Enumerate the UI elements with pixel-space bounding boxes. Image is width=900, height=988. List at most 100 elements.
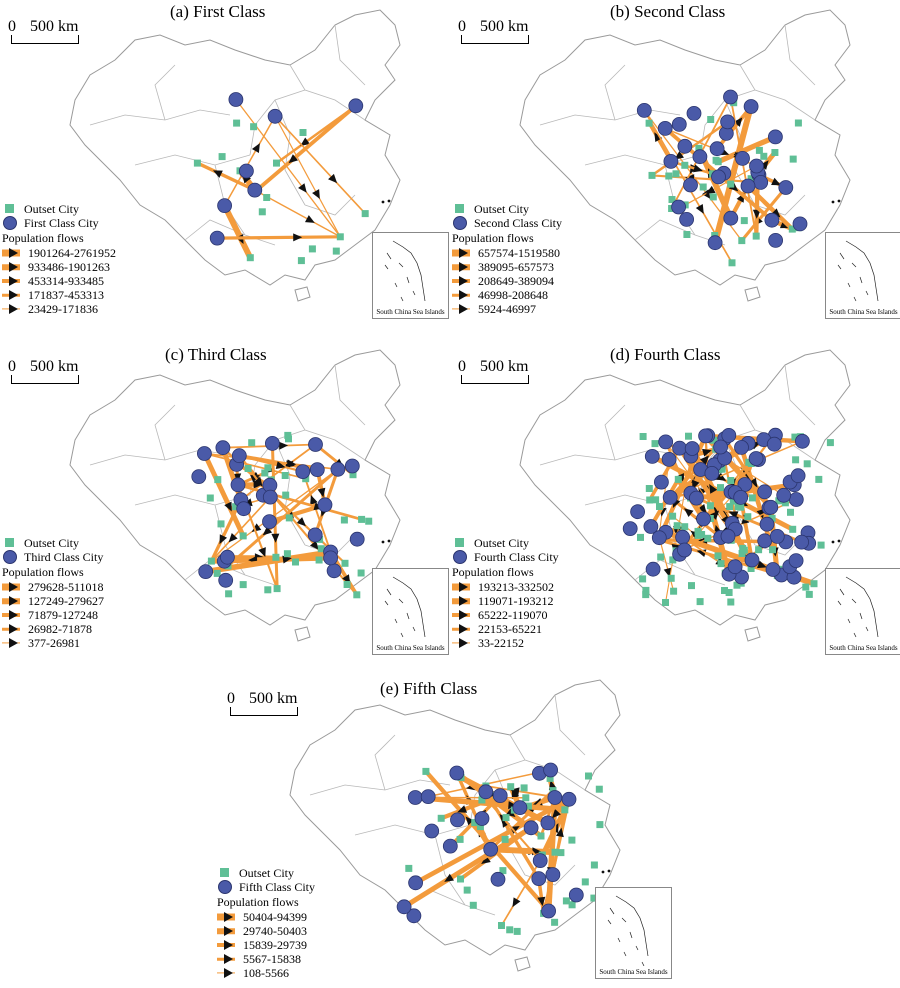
outset-city-marker (343, 581, 351, 588)
south-china-sea-inset: South China Sea Islands (595, 887, 672, 979)
outset-city-marker (755, 546, 763, 554)
flow-arrow (749, 477, 758, 488)
inset-caption: South China Sea Islands (376, 308, 445, 316)
class-city-marker (671, 117, 687, 132)
class-city-marker (540, 815, 556, 831)
outset-city-marker (513, 927, 521, 935)
outset-city-marker (264, 464, 272, 472)
legend-flow-range: 279628-511018 (2, 580, 104, 594)
class-city-marker (323, 550, 339, 566)
outset-city-marker (789, 155, 797, 163)
outset-city-marker (651, 440, 659, 448)
class-city-marker (740, 178, 756, 194)
population-flow-line (402, 825, 533, 909)
outset-city-marker (718, 465, 726, 473)
population-flow-line (717, 134, 777, 165)
outset-city-marker (469, 901, 477, 909)
outset-city-marker (802, 583, 810, 591)
south-china-sea-inset: South China Sea Islands (825, 568, 900, 655)
outset-city-marker (546, 774, 554, 782)
legend-flow-range: 23429-171836 (2, 302, 116, 316)
legend-flow-range: 171837-453313 (2, 288, 116, 302)
population-flow-line (239, 454, 304, 473)
inset-caption: South China Sea Islands (829, 644, 898, 652)
outset-city-marker (457, 875, 464, 883)
population-flow-line (723, 457, 744, 554)
population-flow-line (700, 469, 733, 524)
outset-city-marker (456, 835, 464, 843)
legend-flow-heading: Population flows (217, 895, 299, 909)
legend-class-city: Fifth Class City (217, 880, 315, 894)
class-city-marker (759, 516, 775, 532)
legend-flow-range: 15839-29739 (217, 938, 315, 952)
class-city-marker (209, 230, 225, 246)
outset-city-marker (336, 233, 344, 241)
outset-city-marker (681, 161, 689, 169)
inset-map (837, 240, 879, 312)
flow-arrow (709, 483, 718, 494)
class-city-marker (684, 441, 700, 456)
population-flow-line (210, 496, 271, 562)
outset-city-marker (740, 546, 748, 554)
outset-city-marker (781, 499, 789, 507)
outset-city-marker (747, 565, 755, 572)
scale-zero: 0 (458, 18, 466, 35)
outset-city-marker (792, 456, 800, 464)
china-flow-map (519, 9, 851, 302)
class-city-marker (713, 439, 729, 455)
outset-city-marker (747, 175, 755, 183)
class-city-marker (541, 903, 557, 919)
class-city-marker (531, 871, 547, 887)
class-city-marker (765, 562, 781, 577)
population-flow-line (204, 452, 306, 480)
outset-city-marker (817, 541, 825, 549)
scale-zero: 0 (227, 690, 235, 707)
class-city-marker (769, 528, 785, 544)
outset-city-marker (522, 794, 530, 802)
outset-city-marker (537, 832, 545, 840)
flow-arrow (262, 526, 273, 536)
south-china-sea-inset: South China Sea Islands (372, 568, 449, 655)
outset-city-marker (349, 471, 357, 479)
outset-city-marker (648, 171, 656, 179)
class-city-marker (523, 820, 539, 836)
class-city-marker (721, 428, 737, 443)
class-city-marker (561, 791, 577, 807)
outset-city-marker (637, 533, 644, 541)
flow-arrow (253, 476, 263, 487)
class-city-marker (776, 487, 792, 503)
south-china-sea-inset: South China Sea Islands (372, 232, 449, 319)
flow-arrow (212, 170, 223, 178)
panel-third-class: (c) Third Class 0 500 km Outset City Third C… (0, 340, 450, 675)
panel-fourth-class: (d) Fourth Class 0 500 km Outset City Fourth… (450, 340, 900, 675)
class-city-marker (532, 853, 548, 869)
outset-city-marker (717, 560, 725, 568)
class-city-marker (408, 875, 424, 891)
flow-arrow (771, 208, 781, 218)
class-city-marker (238, 163, 254, 179)
outset-city-marker (728, 259, 736, 267)
flow-arrow (258, 547, 266, 557)
outset-city-marker (315, 556, 323, 564)
flow-arrow (733, 117, 743, 127)
outset-city-marker (645, 485, 653, 492)
legend-flow-range: 389095-657573 (452, 260, 562, 274)
flow-arrow (300, 137, 310, 147)
outset-city-marker (507, 783, 515, 791)
population-flow-line (221, 204, 253, 259)
outset-city-marker (685, 432, 692, 440)
china-boundary (69, 9, 401, 302)
outset-city-marker (688, 582, 695, 590)
class-city-marker (396, 899, 412, 915)
class-city-marker (218, 572, 234, 588)
class-city-marker (420, 789, 436, 804)
class-city-marker (794, 534, 810, 550)
class-city-marker (636, 103, 652, 118)
outset-city-marker (748, 494, 756, 502)
class-city-marker (630, 504, 646, 520)
scale-label: 500 km (480, 358, 529, 375)
class-city-marker (215, 440, 231, 456)
legend-flow-range: 377-26981 (2, 636, 104, 650)
class-city-marker (679, 211, 695, 227)
outset-city-marker (233, 119, 241, 127)
